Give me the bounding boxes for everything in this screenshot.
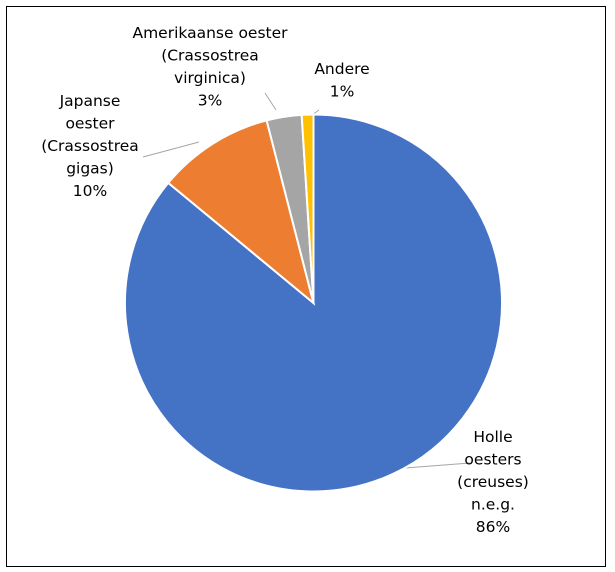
pie-slices bbox=[124, 113, 503, 493]
slice-label-line-1-3: gigas) bbox=[66, 160, 114, 178]
slice-label-line-2-0: Amerikaanse oester bbox=[132, 24, 288, 42]
slice-label-line-0-2: (creuses) bbox=[457, 473, 529, 491]
slice-label-line-1-1: oester bbox=[65, 115, 115, 133]
slice-label-line-1-2: (Crassostrea bbox=[41, 137, 139, 155]
slice-label-3: Andere 1% bbox=[314, 60, 369, 101]
slice-pct-2: 3% bbox=[198, 92, 223, 110]
slice-label-line-0-0: Holle bbox=[473, 428, 512, 446]
slice-label-line-0-1: oesters bbox=[464, 451, 521, 469]
pie-slice-3 bbox=[300, 113, 315, 304]
pie-slice-1 bbox=[166, 119, 316, 306]
slice-pct-1: 10% bbox=[73, 182, 107, 200]
slice-label-line-1-0: Japanse bbox=[59, 92, 121, 110]
leader-line-1 bbox=[142, 141, 200, 158]
leader-line-0 bbox=[404, 462, 471, 469]
slice-label-line-3-0: Andere bbox=[314, 60, 369, 78]
slice-label-1: Japanse oester (Crassostrea gigas) 10% bbox=[41, 92, 139, 200]
slice-pct-0: 86% bbox=[476, 518, 510, 536]
slice-label-line-0-3: n.e.g. bbox=[471, 496, 515, 514]
slice-pct-3: 1% bbox=[330, 83, 355, 101]
slice-label-line-2-2: virginica) bbox=[174, 69, 246, 87]
slice-label-0: Holle oesters (creuses) n.e.g. 86% bbox=[457, 428, 529, 536]
slice-label-2: Amerikaanse oester (Crassostrea virginica)… bbox=[132, 24, 288, 110]
slice-label-line-2-1: (Crassostrea bbox=[161, 47, 259, 65]
leader-line-2 bbox=[264, 92, 277, 111]
slice-labels: Holle oesters (creuses) n.e.g. 86% Japanse oes… bbox=[41, 24, 529, 536]
